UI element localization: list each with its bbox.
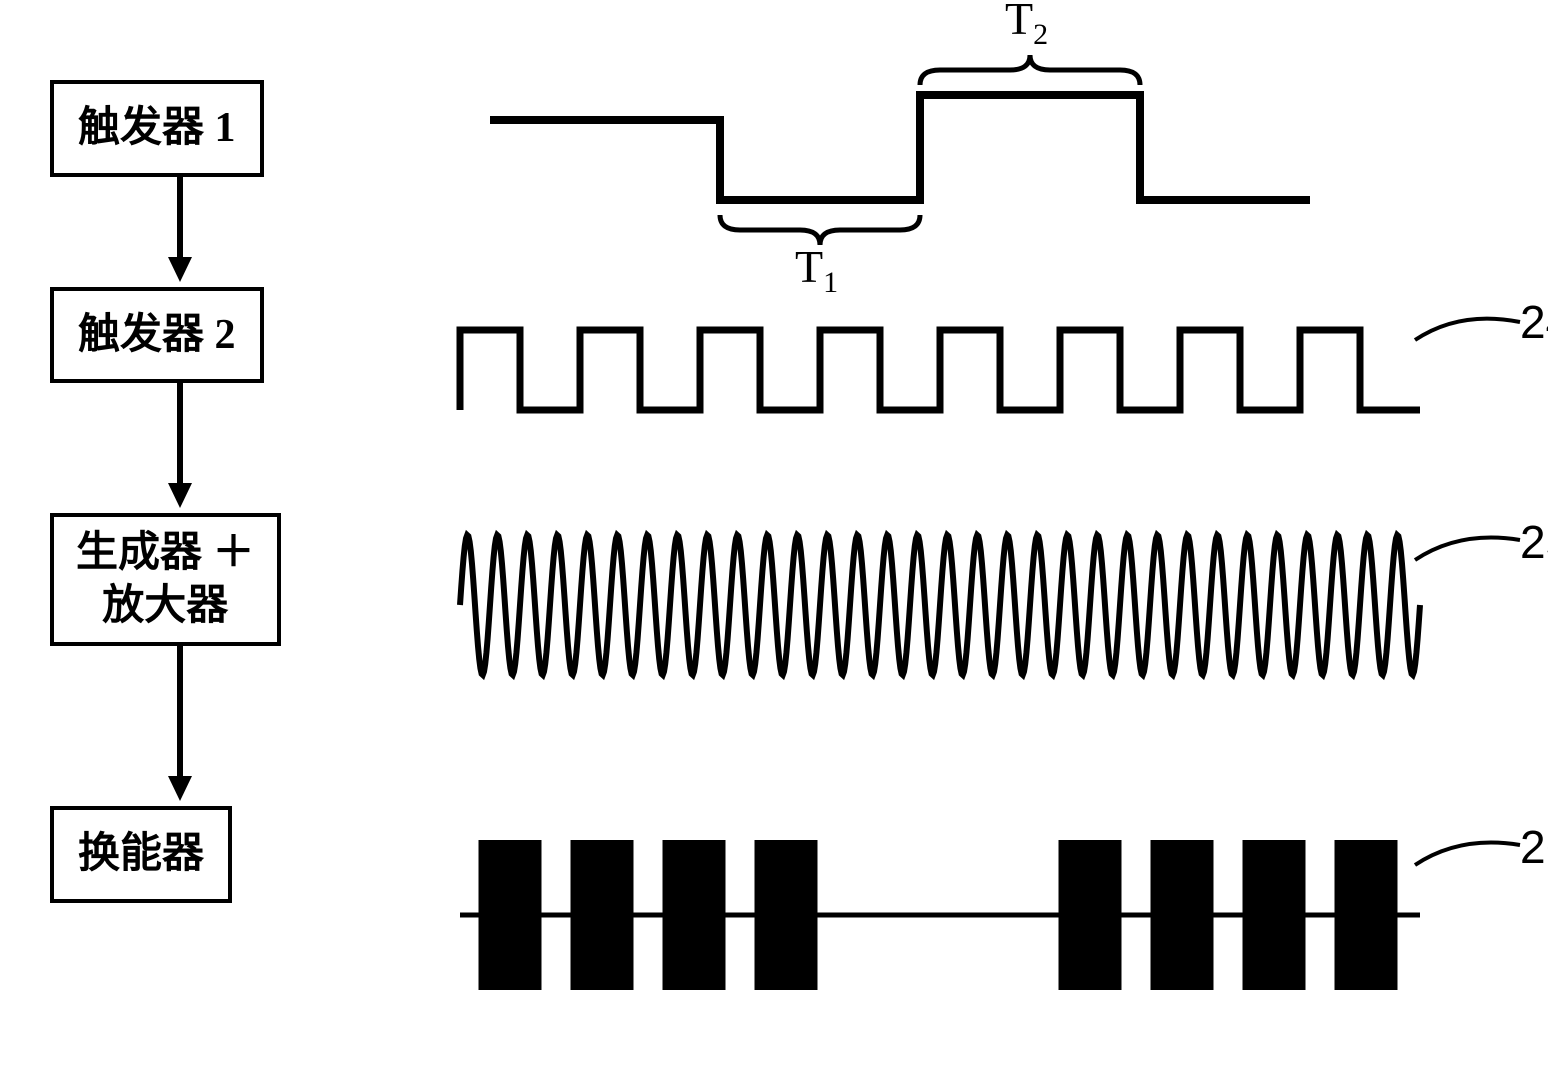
- t1-label: T1: [795, 240, 838, 300]
- block-trigger2-label: 触发器 2: [78, 312, 236, 358]
- ref-26-leader: [1410, 835, 1530, 885]
- block-gen-amp-label1: 生成器 ＋: [76, 530, 255, 576]
- arrow-1: [50, 177, 310, 287]
- ref-24: 24: [1520, 295, 1548, 349]
- ref-25: 25: [1520, 515, 1548, 569]
- waveform-column: T2 T1 24 25 26: [400, 40, 1498, 1040]
- arrow-3: [50, 646, 310, 806]
- ref-25-leader: [1410, 530, 1530, 580]
- t2-label: T2: [1005, 0, 1048, 52]
- waveform-transducer: [440, 830, 1440, 1000]
- block-gen-amp: 生成器 ＋ 放大器: [50, 513, 281, 646]
- block-trigger1-label: 触发器 1: [78, 105, 236, 151]
- waveform-trigger1: [440, 40, 1440, 270]
- ref-26: 26: [1520, 820, 1548, 874]
- waveform-gen-amp: [440, 520, 1440, 690]
- block-transducer-label: 换能器: [78, 831, 204, 877]
- arrow-2: [50, 383, 310, 513]
- block-trigger1: 触发器 1: [50, 80, 264, 177]
- block-transducer: 换能器: [50, 806, 232, 903]
- ref-24-leader: [1410, 310, 1530, 370]
- waveform-trigger2: [440, 320, 1440, 430]
- block-gen-amp-label2: 放大器: [102, 583, 228, 629]
- flow-column: 触发器 1 触发器 2 生成器 ＋ 放大器 换能器: [50, 40, 400, 1040]
- block-trigger2: 触发器 2: [50, 287, 264, 384]
